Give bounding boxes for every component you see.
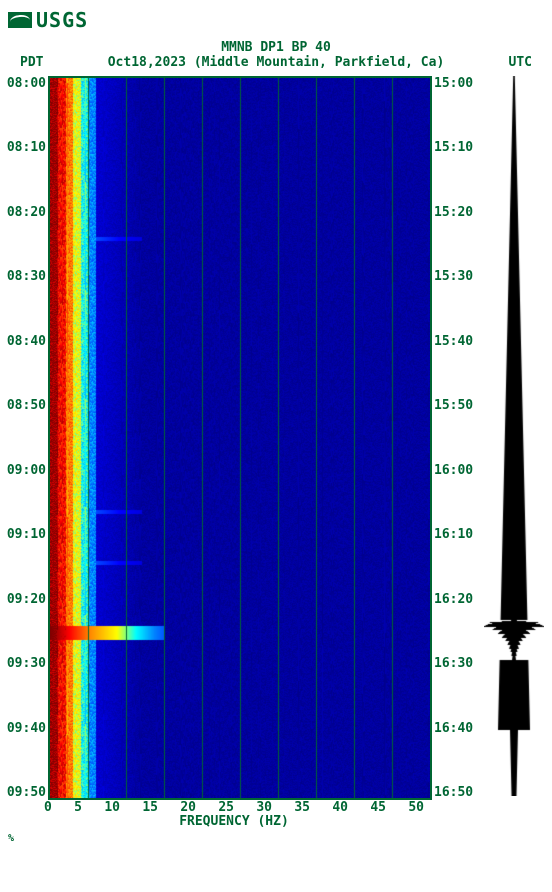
y-left-tick: 08:50 — [7, 398, 46, 413]
x-tick: 5 — [74, 800, 82, 814]
y-left-tick: 08:20 — [7, 205, 46, 220]
y-right-tick: 15:00 — [434, 76, 473, 91]
y-right-tick: 15:30 — [434, 269, 473, 284]
usgs-logo: USGS — [0, 0, 552, 40]
spectrogram — [48, 76, 432, 800]
tz-left-label: PDT — [20, 55, 43, 70]
chart-subtitle: PDT Oct18,2023 (Middle Mountain, Parkfie… — [0, 55, 552, 70]
x-tick: 10 — [104, 800, 120, 814]
y-left-tick: 08:30 — [7, 269, 46, 284]
x-tick: 50 — [408, 800, 424, 814]
spectrogram-canvas — [50, 78, 430, 798]
x-axis-ticks: 0 5 10 15 20 25 30 35 40 45 50 — [44, 800, 424, 814]
y-left-tick: 09:30 — [7, 656, 46, 671]
waveform — [484, 76, 544, 796]
y-right-tick: 16:00 — [434, 463, 473, 478]
usgs-wave-icon — [8, 12, 32, 28]
date-label: Oct18,2023 — [108, 55, 186, 70]
y-left-tick: 09:00 — [7, 463, 46, 478]
y-axis-left-pdt: 08:00 08:10 08:20 08:30 08:40 08:50 09:00 09:10… — [4, 76, 48, 800]
y-axis-right-utc: 15:00 15:10 15:20 15:30 15:40 15:50 16:00 16:10… — [432, 76, 476, 800]
y-right-tick: 15:50 — [434, 398, 473, 413]
x-tick: 30 — [256, 800, 272, 814]
y-right-tick: 16:30 — [434, 656, 473, 671]
x-tick: 45 — [370, 800, 386, 814]
y-left-tick: 09:50 — [7, 785, 46, 800]
y-left-tick: 09:20 — [7, 592, 46, 607]
footer-mark: % — [0, 829, 552, 848]
usgs-logo-text: USGS — [36, 8, 88, 32]
x-tick: 15 — [142, 800, 158, 814]
y-right-tick: 16:50 — [434, 785, 473, 800]
y-left-tick: 08:40 — [7, 334, 46, 349]
y-left-tick: 09:10 — [7, 527, 46, 542]
y-left-tick: 08:10 — [7, 140, 46, 155]
date-location: Oct18,2023 (Middle Mountain, Parkfield, … — [43, 55, 508, 70]
waveform-canvas — [484, 76, 544, 796]
y-left-tick: 08:00 — [7, 76, 46, 91]
y-right-tick: 15:10 — [434, 140, 473, 155]
y-left-tick: 09:40 — [7, 721, 46, 736]
x-tick: 35 — [294, 800, 310, 814]
tz-right-label: UTC — [509, 55, 532, 70]
y-right-tick: 16:20 — [434, 592, 473, 607]
y-right-tick: 16:10 — [434, 527, 473, 542]
x-tick: 25 — [218, 800, 234, 814]
chart-title: MMNB DP1 BP 40 — [0, 40, 552, 55]
x-tick: 0 — [44, 800, 52, 814]
y-right-tick: 15:40 — [434, 334, 473, 349]
y-right-tick: 15:20 — [434, 205, 473, 220]
location-label: (Middle Mountain, Parkfield, Ca) — [194, 55, 444, 70]
plot-area: 08:00 08:10 08:20 08:30 08:40 08:50 09:00 09:10… — [0, 76, 552, 800]
x-tick: 20 — [180, 800, 196, 814]
x-tick: 40 — [332, 800, 348, 814]
usgs-spectrogram-page: { "logo_text": "USGS", "title": "MMNB DP… — [0, 0, 552, 848]
x-axis-label: FREQUENCY (HZ) — [44, 814, 424, 829]
y-right-tick: 16:40 — [434, 721, 473, 736]
